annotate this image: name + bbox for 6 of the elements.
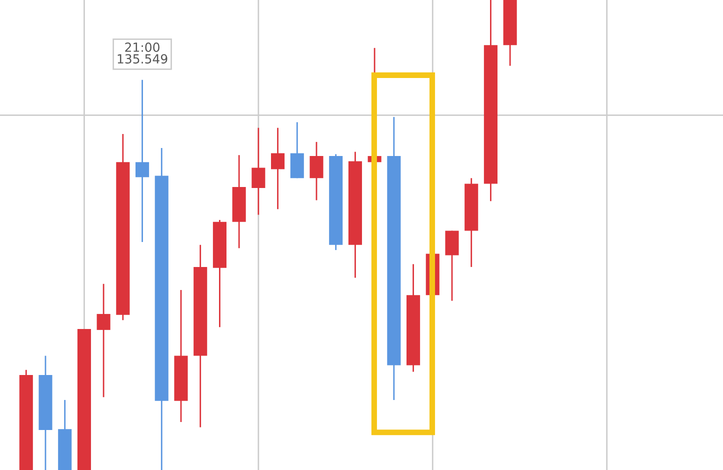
candlestick xyxy=(96,283,110,398)
candlestick xyxy=(136,79,150,243)
annotation: 21:00 135.549 xyxy=(118,42,168,64)
candlestick xyxy=(252,127,266,216)
candlestick xyxy=(310,141,324,201)
candlestick xyxy=(271,127,285,210)
